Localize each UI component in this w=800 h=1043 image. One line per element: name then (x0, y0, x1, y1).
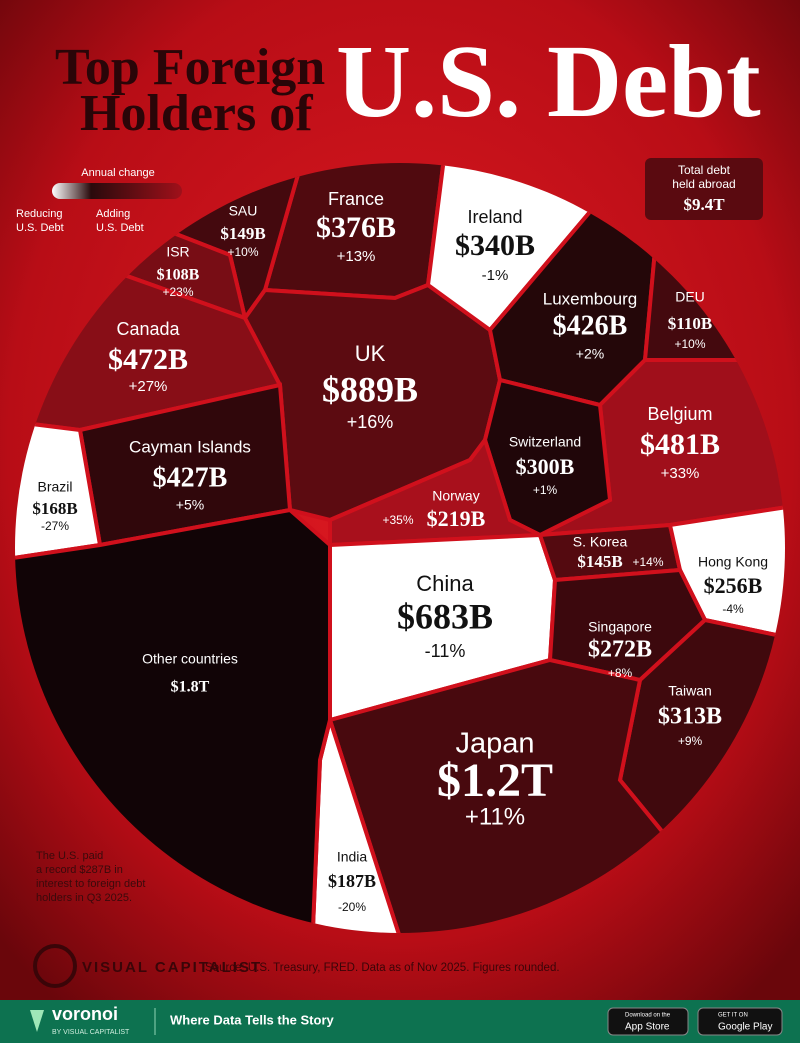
cell-change: +11% (465, 803, 525, 830)
legend-bar (52, 183, 182, 199)
app-store-line[interactable]: Download on the (625, 1013, 671, 1019)
total-box (645, 158, 763, 220)
cell-change: +16% (347, 412, 394, 432)
cell-change: +23% (162, 285, 193, 299)
cell-value: $472B (108, 343, 188, 376)
cell-name: Brazil (37, 479, 72, 495)
legend-high: Adding (96, 208, 130, 220)
note: The U.S. paid (36, 850, 103, 862)
footer-logo-icon (30, 1010, 44, 1032)
footer-tagline: Where Data Tells the Story (170, 1012, 335, 1027)
note: holders in Q3 2025. (36, 892, 132, 904)
total-title: held abroad (672, 177, 735, 191)
title-line: Top Foreign (55, 39, 325, 96)
cell-value: $889B (322, 369, 418, 409)
cell-name: S. Korea (573, 534, 628, 550)
legend-low: Reducing (16, 208, 62, 220)
cell-change: +35% (382, 513, 413, 527)
cell-value: $219B (427, 506, 486, 531)
cell-name: Belgium (647, 404, 712, 424)
legend-high: U.S. Debt (96, 222, 144, 234)
cell-value: $1.2T (437, 754, 553, 807)
cell-value: $168B (32, 499, 77, 518)
cell-name: Ireland (467, 207, 522, 227)
cell-value: $683B (397, 596, 493, 636)
cell-name: Japan (455, 728, 534, 760)
cell-change: +2% (576, 346, 604, 362)
google-play-line[interactable]: Google Play (718, 1022, 772, 1033)
cell-change: -27% (41, 519, 69, 533)
cell-name: China (416, 571, 474, 596)
cell-value: $149B (220, 224, 265, 243)
cell-name: Luxembourg (543, 289, 638, 308)
cell-change: +5% (176, 497, 204, 513)
cell-name: SAU (229, 203, 258, 219)
cell-change: -20% (338, 900, 366, 914)
cell-change: +27% (129, 378, 168, 395)
cell-change: -4% (722, 602, 744, 616)
cell-value: $145B (577, 552, 622, 571)
cell-name: Canada (116, 319, 180, 339)
cell-change: -11% (425, 641, 466, 661)
cell-name: DEU (675, 289, 705, 305)
cell-name: Switzerland (509, 434, 581, 450)
cell-value: $313B (658, 704, 722, 730)
total-value: $9.4T (683, 195, 725, 214)
legend-low: U.S. Debt (16, 222, 64, 234)
cell-name: France (328, 189, 384, 209)
note: a record $287B in (36, 864, 123, 876)
cell-change: +10% (674, 337, 705, 351)
brand-icon (33, 944, 77, 988)
cell-value: $340B (455, 229, 535, 262)
cell-name: UK (355, 341, 386, 366)
cell-value: $300B (516, 454, 575, 479)
cell-change: +13% (337, 248, 376, 265)
cell-value: $1.8T (171, 679, 210, 696)
cell-value: $427B (153, 462, 228, 493)
cell-name: Norway (432, 488, 479, 504)
app-store-button[interactable] (607, 1007, 689, 1036)
footer-logo: voronoi (52, 1004, 118, 1024)
legend-title: Annual change (81, 167, 154, 179)
app-store-line[interactable]: App Store (625, 1022, 670, 1033)
cell-value: $110B (668, 314, 712, 333)
cell-name: Hong Kong (698, 554, 768, 570)
cell-name: Taiwan (668, 683, 712, 699)
cell-change: -1% (482, 267, 509, 284)
cell-change: +9% (678, 734, 703, 748)
cell-value: $256B (704, 573, 763, 598)
cell-name: Cayman Islands (129, 437, 251, 456)
cell-name: Singapore (588, 619, 652, 635)
cell-value: $108B (157, 267, 200, 284)
cell-change: +1% (533, 483, 558, 497)
google-play-button[interactable] (697, 1007, 783, 1036)
cell-name: ISR (166, 244, 189, 260)
cell-name: India (337, 849, 368, 865)
cell-value: $187B (328, 871, 376, 891)
footer-logo-sub: BY VISUAL CAPITALIST (52, 1029, 130, 1036)
total-title: Total debt (678, 163, 731, 177)
cell-value: $426B (553, 310, 628, 341)
cell-change: +14% (632, 555, 663, 569)
brand: VISUAL CAPITALIST (82, 959, 262, 976)
cell-change: +10% (227, 245, 258, 259)
note: interest to foreign debt (36, 878, 145, 890)
cell-labels: France$376B +13% SAU $149B +10% ISR $108B+23% C… (32, 189, 768, 914)
cell-change: +8% (608, 666, 633, 680)
title-emphasis: U.S. Debt (336, 24, 761, 139)
cell-value: $481B (640, 428, 720, 461)
cell-name: Other countries (142, 651, 238, 667)
cell-value: $272B (588, 637, 652, 663)
source: Source: U.S. Treasury, FRED. Data as of … (205, 962, 560, 974)
cell-value: $376B (316, 211, 396, 244)
google-play-line[interactable]: GET IT ON (718, 1013, 748, 1019)
cell-change: +33% (661, 465, 700, 482)
title-line: Holders of (80, 85, 313, 142)
